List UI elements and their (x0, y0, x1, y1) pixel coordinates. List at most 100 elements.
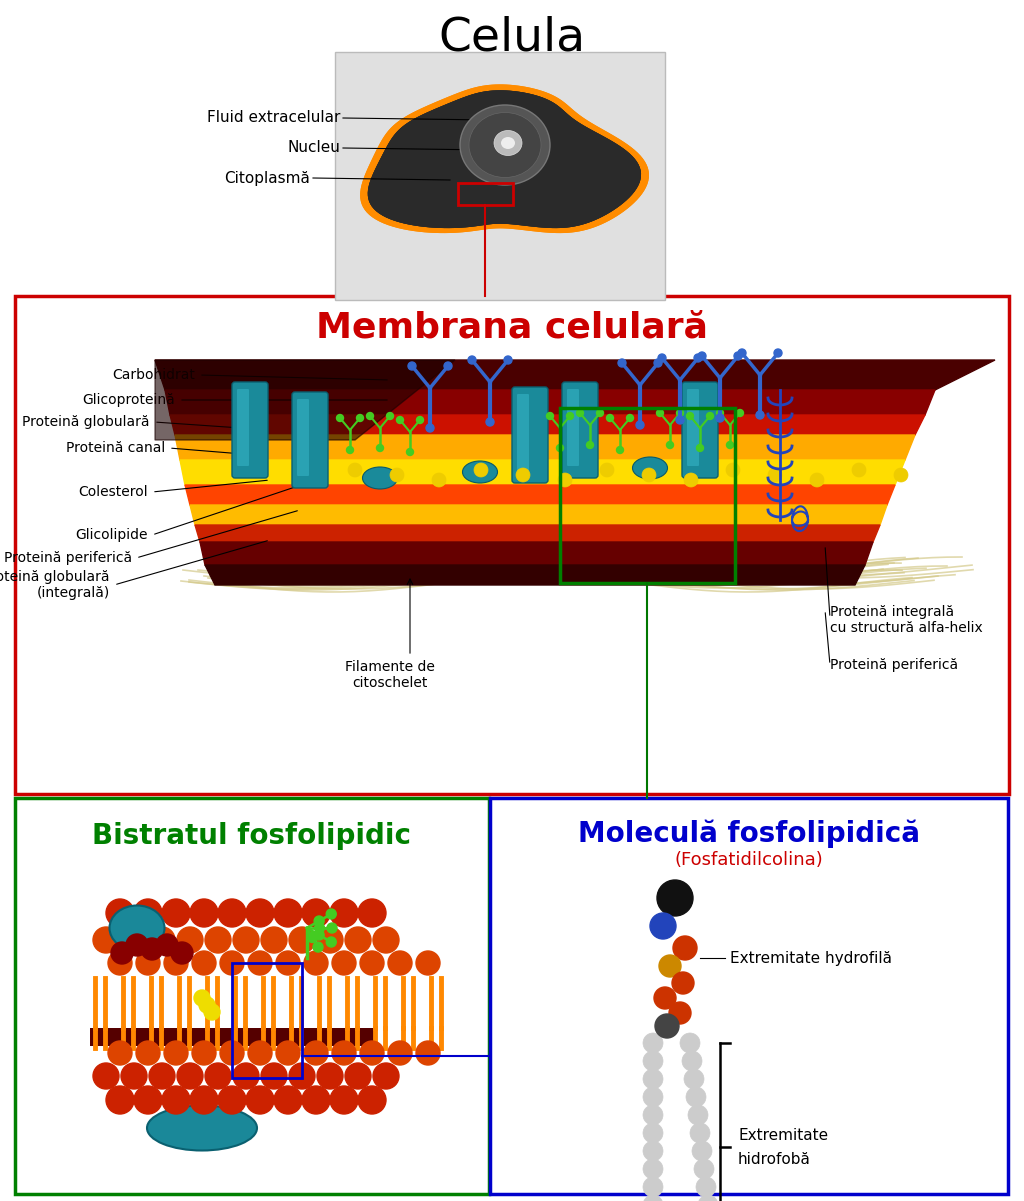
Circle shape (330, 900, 358, 927)
Circle shape (205, 1063, 231, 1089)
Circle shape (289, 927, 315, 954)
Circle shape (694, 354, 702, 362)
Circle shape (246, 1086, 274, 1115)
FancyBboxPatch shape (682, 382, 718, 478)
Text: Fluid extracelular: Fluid extracelular (207, 110, 340, 125)
Circle shape (164, 1041, 188, 1065)
Circle shape (302, 900, 330, 927)
Circle shape (698, 352, 706, 360)
Circle shape (126, 934, 148, 956)
Circle shape (360, 1041, 384, 1065)
Circle shape (327, 909, 336, 919)
Circle shape (768, 468, 782, 482)
Circle shape (199, 997, 215, 1012)
Circle shape (698, 1195, 718, 1201)
Text: Proteină canal: Proteină canal (66, 441, 165, 455)
Circle shape (587, 442, 594, 448)
Circle shape (654, 359, 662, 368)
Polygon shape (180, 460, 905, 485)
Bar (15, 295, 1009, 794)
Circle shape (686, 412, 693, 419)
Circle shape (654, 987, 676, 1009)
Text: Glicoproteină: Glicoproteină (82, 393, 175, 407)
Circle shape (317, 927, 343, 954)
Circle shape (337, 414, 343, 422)
FancyBboxPatch shape (237, 389, 249, 466)
Ellipse shape (469, 113, 541, 178)
Text: Membrana celulară: Membrana celulară (316, 311, 708, 345)
Circle shape (220, 951, 244, 975)
Circle shape (643, 1033, 663, 1053)
Circle shape (643, 1195, 663, 1201)
Circle shape (205, 927, 231, 954)
Text: Extremitate: Extremitate (738, 1128, 828, 1142)
Circle shape (106, 900, 134, 927)
Circle shape (121, 927, 147, 954)
Circle shape (894, 468, 908, 482)
Circle shape (190, 900, 218, 927)
Circle shape (417, 417, 424, 424)
FancyBboxPatch shape (687, 389, 699, 466)
Circle shape (606, 414, 613, 422)
Circle shape (726, 442, 733, 448)
Bar (90, 1028, 374, 1046)
Circle shape (736, 410, 743, 417)
Circle shape (650, 913, 676, 939)
Circle shape (136, 951, 160, 975)
Circle shape (388, 1041, 412, 1065)
Ellipse shape (463, 461, 498, 483)
Circle shape (108, 1041, 132, 1065)
Circle shape (677, 410, 683, 417)
Polygon shape (190, 504, 887, 525)
Polygon shape (357, 82, 652, 235)
Circle shape (468, 355, 476, 364)
Bar (490, 797, 1008, 1194)
Bar (458, 183, 513, 205)
Circle shape (474, 464, 488, 477)
Circle shape (627, 414, 634, 422)
Text: Proteină periferică: Proteină periferică (4, 551, 132, 564)
Circle shape (204, 1004, 220, 1020)
Text: Moleculă fosfolipidică: Moleculă fosfolipidică (578, 820, 920, 848)
Circle shape (193, 951, 216, 975)
Circle shape (444, 362, 452, 370)
Text: Filamente de
citoschelet: Filamente de citoschelet (345, 661, 435, 691)
Circle shape (327, 924, 337, 933)
Polygon shape (200, 542, 873, 564)
Circle shape (162, 900, 190, 927)
FancyBboxPatch shape (292, 392, 328, 488)
Circle shape (684, 473, 698, 486)
Circle shape (642, 468, 656, 482)
Text: Proteină periferică: Proteină periferică (830, 658, 958, 673)
Circle shape (317, 1063, 343, 1089)
Circle shape (248, 1041, 272, 1065)
Circle shape (356, 414, 364, 422)
Circle shape (358, 1086, 386, 1115)
Circle shape (547, 412, 554, 419)
Circle shape (330, 1086, 358, 1115)
Ellipse shape (460, 104, 550, 185)
Circle shape (373, 927, 399, 954)
Circle shape (669, 1002, 691, 1024)
Circle shape (93, 1063, 119, 1089)
Circle shape (688, 1105, 708, 1125)
Circle shape (416, 1041, 440, 1065)
Circle shape (390, 468, 404, 482)
Circle shape (261, 1063, 287, 1089)
Circle shape (643, 1159, 663, 1179)
Circle shape (686, 1087, 706, 1107)
Circle shape (177, 927, 203, 954)
Circle shape (643, 1069, 663, 1089)
Circle shape (304, 1041, 328, 1065)
Circle shape (150, 927, 175, 954)
Circle shape (696, 1177, 716, 1197)
Circle shape (566, 412, 573, 419)
Circle shape (516, 468, 530, 482)
Circle shape (408, 362, 416, 370)
Circle shape (407, 448, 414, 455)
Text: Bistratul fosfolipidic: Bistratul fosfolipidic (92, 821, 412, 850)
Circle shape (643, 1177, 663, 1197)
Circle shape (332, 1041, 356, 1065)
Circle shape (274, 900, 302, 927)
Circle shape (313, 942, 323, 952)
